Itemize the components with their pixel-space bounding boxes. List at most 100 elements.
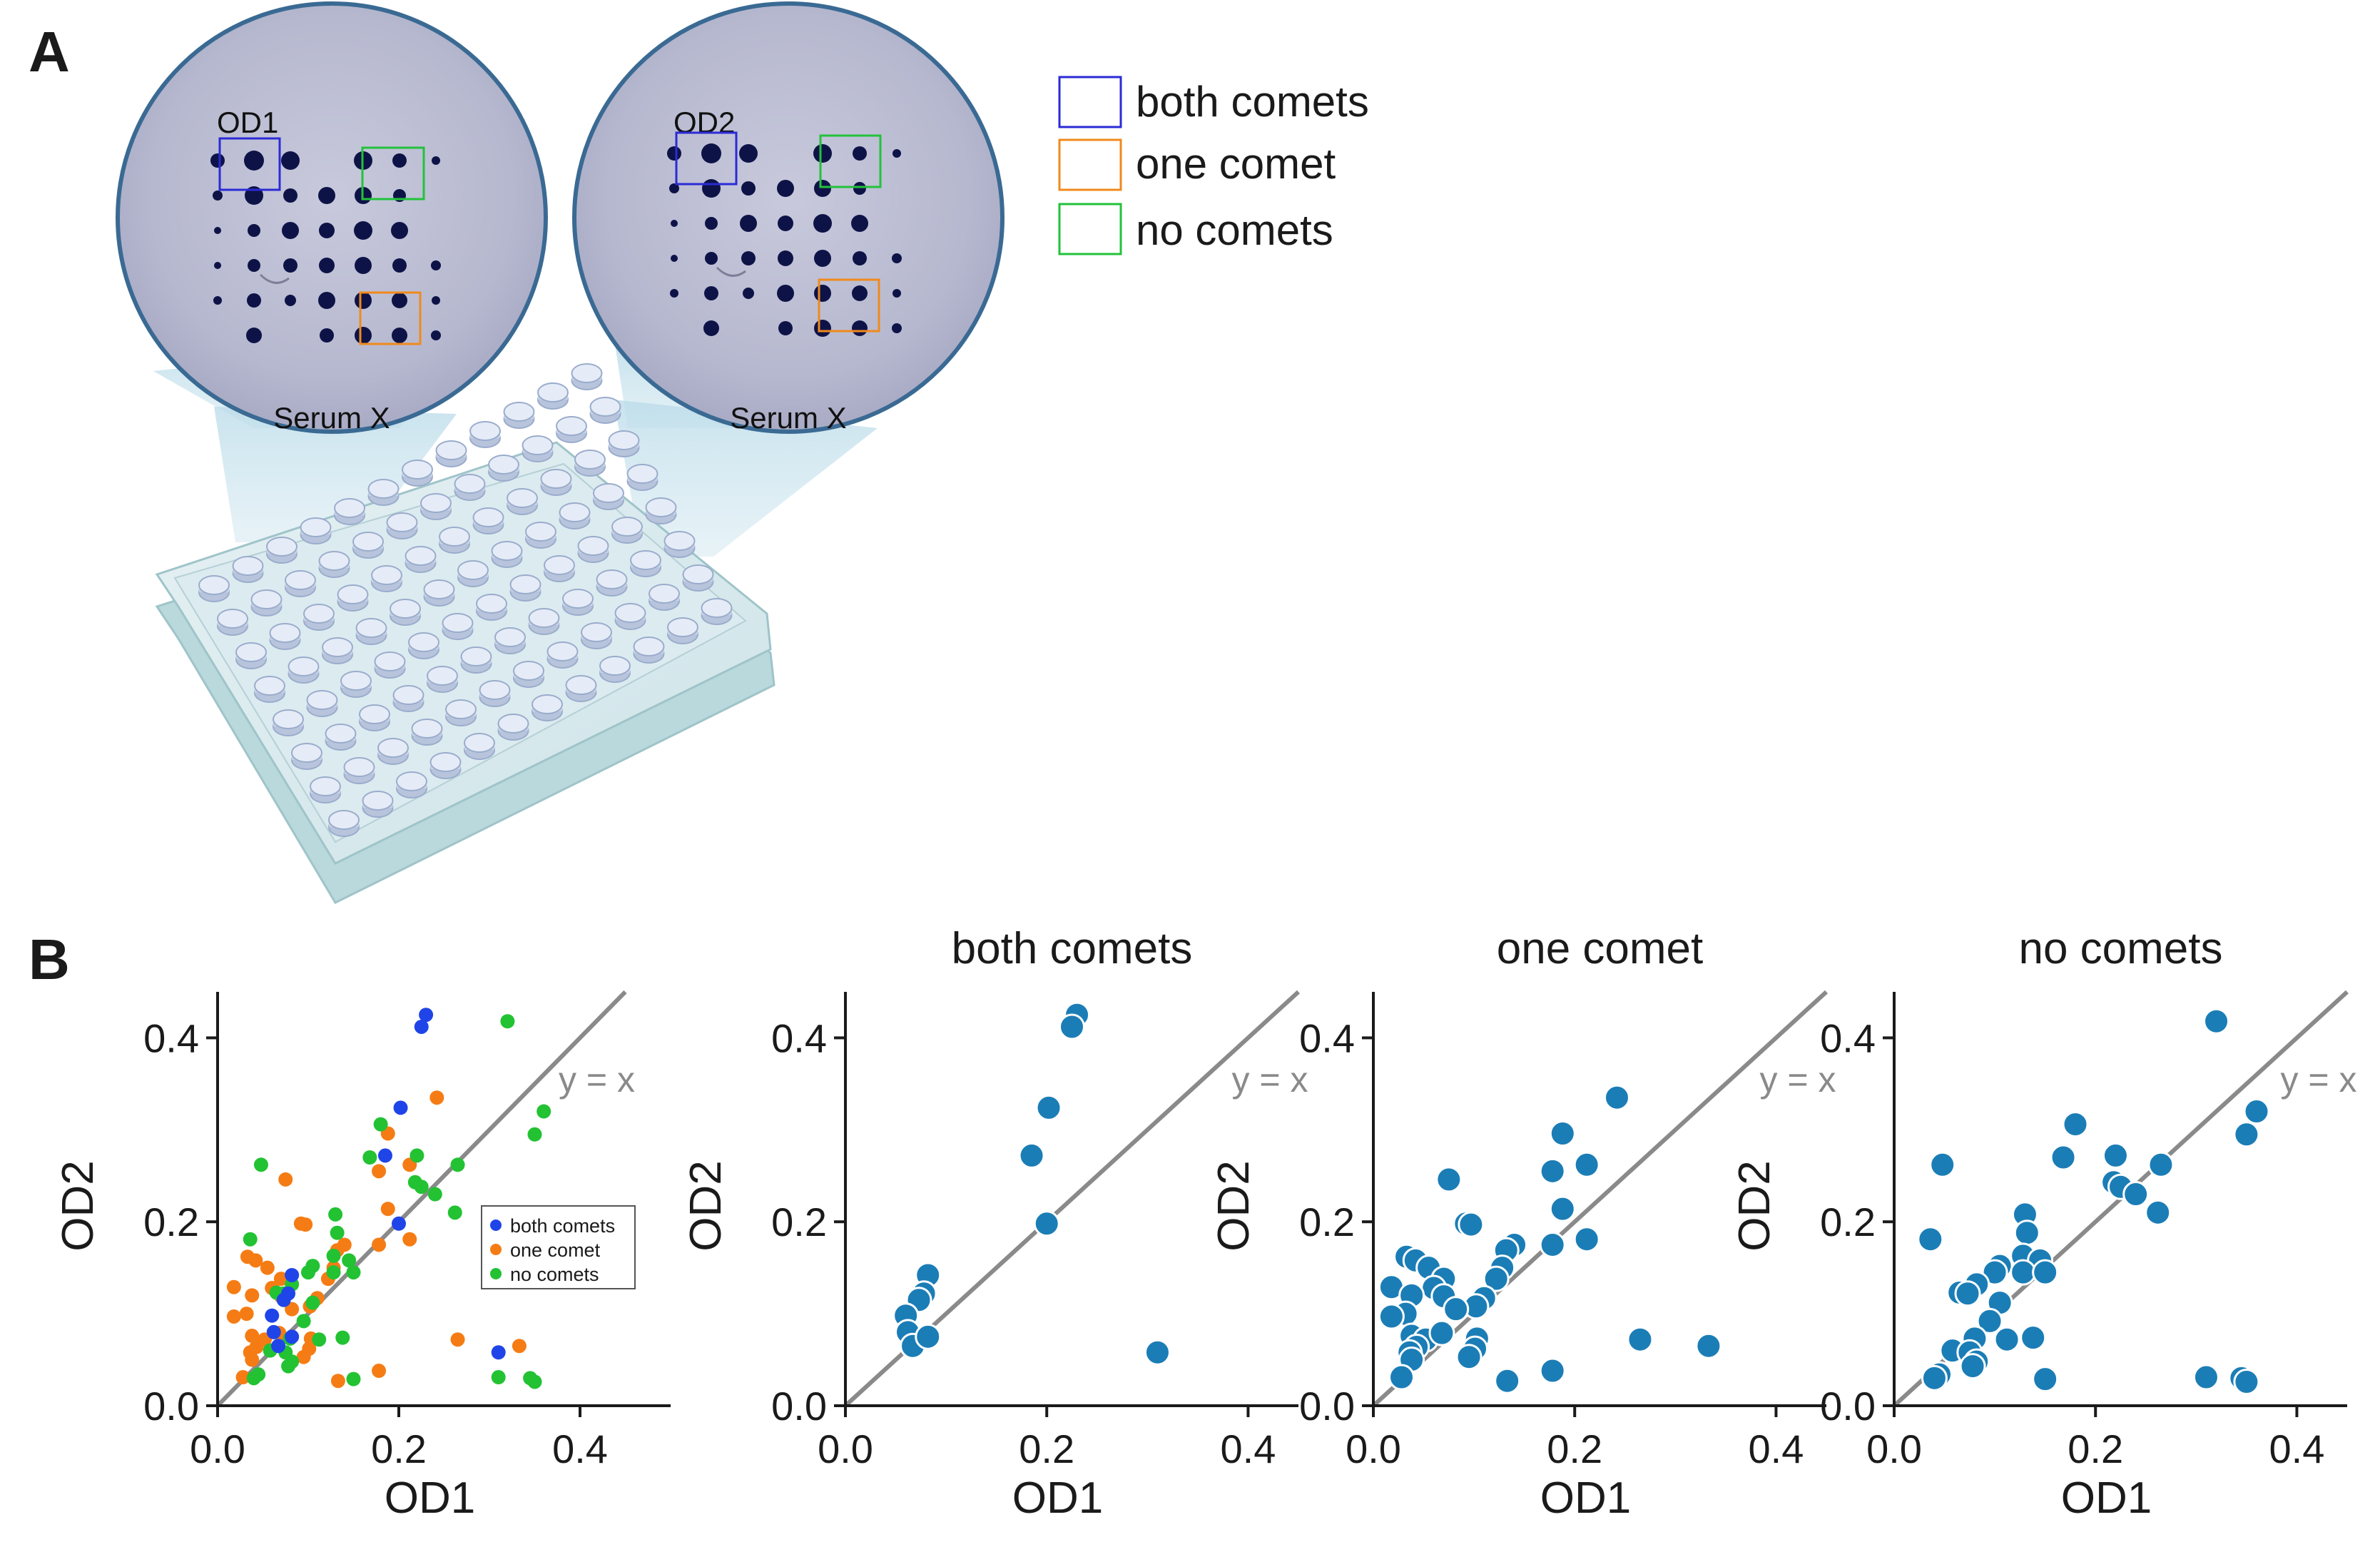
point-none [2050, 1144, 2077, 1171]
scatter-legend-label-both: both comets [510, 1215, 615, 1237]
plate-well [392, 685, 424, 705]
point-none [2145, 1199, 2172, 1226]
plate-well [611, 517, 643, 537]
x-tick-label: 0.4 [1749, 1426, 1804, 1471]
point-both [419, 1008, 434, 1023]
dish-spot [283, 188, 298, 203]
point-one [429, 1090, 444, 1105]
box-one-comet-od2 [818, 278, 880, 333]
dish-spot [669, 183, 679, 193]
dish-spot [778, 321, 793, 335]
plate-well [581, 622, 612, 642]
x-tick-label: 0.4 [1221, 1426, 1276, 1471]
dish-spot [213, 296, 222, 305]
x-tick-label: 0.4 [2269, 1426, 2325, 1471]
charts-layer: y = x 0.0 0.2 0.4 0.0 0.2 0.4 OD1 OD2 both comets… [54, 924, 2356, 1523]
x-tick-label: 0.2 [1547, 1426, 1602, 1471]
plate-well [334, 498, 365, 518]
dish-spot [778, 250, 793, 266]
plate-well [337, 584, 369, 604]
point-one [273, 1272, 288, 1287]
plate-well [390, 599, 421, 619]
point-both [276, 1292, 291, 1307]
dish-spot [671, 220, 678, 227]
plate-well [589, 397, 621, 417]
dish-spot [741, 251, 756, 265]
plate-well [306, 690, 338, 710]
point-one [1573, 1226, 1600, 1253]
dish-spot [852, 285, 868, 301]
well-plate [155, 363, 775, 904]
plate-well [420, 493, 452, 513]
plate-well [509, 574, 541, 594]
dish-spot [740, 215, 757, 232]
plate-well [540, 469, 572, 489]
plate-well [285, 570, 316, 590]
y-tick-label: 0.0 [143, 1384, 199, 1429]
dish-spot [892, 323, 902, 333]
box-both-comets-od2 [675, 131, 738, 186]
point-none [346, 1265, 361, 1280]
point-none [1959, 1353, 1986, 1380]
point-none [326, 1248, 341, 1263]
dish-spot [318, 292, 335, 309]
point-one [372, 1237, 387, 1252]
plate-well [513, 661, 544, 681]
point-one [226, 1279, 241, 1294]
point-one [1549, 1195, 1576, 1222]
dish-spot [853, 251, 867, 265]
dish-spot [431, 330, 441, 340]
box-legend-label-both: both comets [1136, 78, 1369, 126]
plate-well [701, 598, 733, 618]
x-tick-label: 0.0 [1346, 1426, 1401, 1471]
plate-well [291, 743, 322, 763]
scatter-legend-marker-none [490, 1268, 502, 1279]
plate-well [352, 532, 384, 552]
point-one [1539, 1357, 1566, 1384]
dish-od2-spots [667, 143, 902, 337]
point-both [1144, 1339, 1171, 1366]
point-none [2032, 1259, 2059, 1286]
plate-well [574, 450, 606, 470]
plate-well [408, 632, 439, 652]
plate-well [472, 507, 504, 527]
x-tick-label: 0.0 [1866, 1426, 1922, 1471]
plate-well [577, 536, 609, 556]
point-one [1695, 1332, 1722, 1359]
point-both [414, 1019, 429, 1034]
plate-well [522, 435, 554, 455]
dish-od1-label: OD1 [217, 106, 278, 139]
point-one [1573, 1151, 1600, 1178]
plate-well [645, 497, 677, 517]
plate-well [374, 651, 406, 671]
box-one-comet-od1 [359, 291, 422, 345]
dish-spot [248, 224, 260, 237]
x-tick-label: 0.0 [818, 1426, 873, 1471]
point-none [1993, 1326, 2020, 1353]
point-both [285, 1267, 300, 1282]
plate-well [454, 474, 486, 494]
plate-well [269, 623, 301, 643]
point-both [271, 1339, 286, 1354]
dish-spot [244, 151, 264, 171]
plate-well [667, 617, 698, 637]
point-both [285, 1329, 300, 1344]
dish-od2-label: OD2 [673, 106, 735, 139]
plate-well [608, 430, 640, 450]
dish-spot [667, 146, 681, 161]
dish-fiber [716, 266, 746, 277]
point-none [326, 1265, 341, 1280]
point-one [402, 1232, 417, 1247]
dish-spot [671, 255, 678, 262]
plate-well [429, 752, 462, 772]
box-legend-swatch-both [1058, 76, 1122, 128]
identity-line-label: y = x [1760, 1060, 1836, 1100]
plate-well [423, 579, 455, 599]
point-one [235, 1370, 250, 1385]
dish-spot [318, 187, 335, 204]
dish-spot [814, 320, 831, 337]
point-one [330, 1374, 345, 1389]
point-one [512, 1339, 527, 1354]
plate-well [464, 733, 495, 753]
plate-well [254, 676, 285, 696]
